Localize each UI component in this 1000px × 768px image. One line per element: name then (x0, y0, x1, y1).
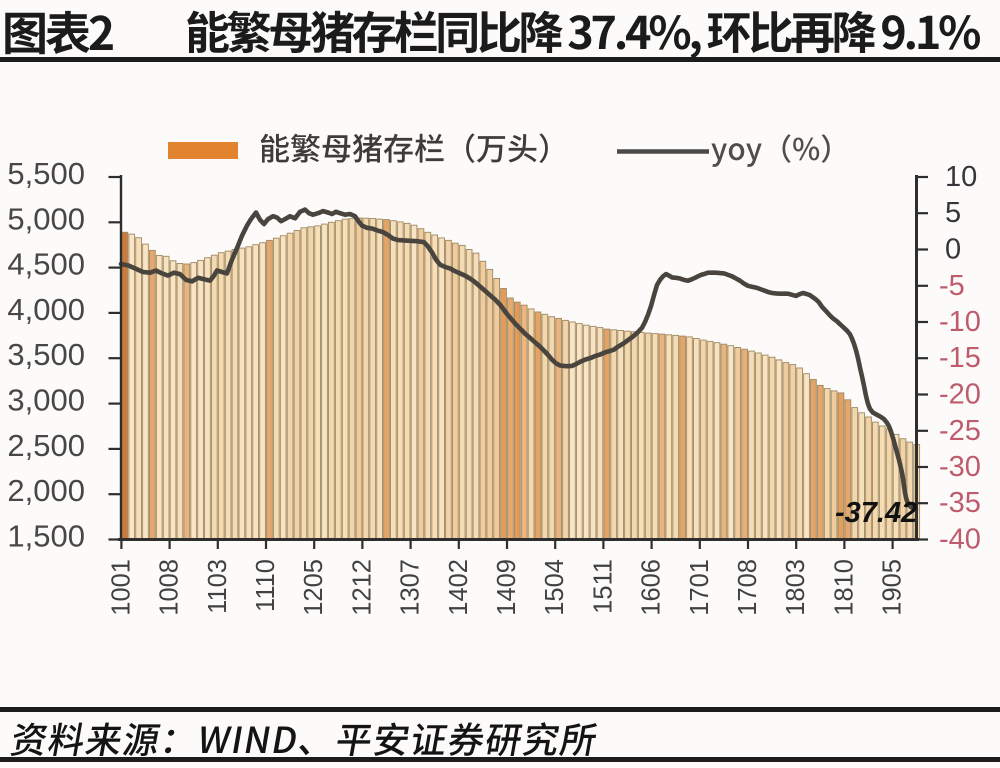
svg-text:1409: 1409 (493, 559, 521, 616)
svg-text:0: 0 (945, 234, 961, 266)
svg-text:1803: 1803 (782, 559, 810, 616)
svg-text:1307: 1307 (397, 559, 425, 616)
svg-text:3,000: 3,000 (7, 383, 85, 418)
svg-text:1810: 1810 (830, 559, 858, 616)
svg-text:1708: 1708 (734, 559, 762, 616)
svg-text:2,500: 2,500 (7, 428, 85, 463)
svg-text:1,500: 1,500 (7, 519, 85, 554)
svg-text:-40: -40 (939, 524, 981, 556)
svg-text:-30: -30 (939, 451, 981, 483)
svg-text:1701: 1701 (686, 559, 714, 616)
svg-text:-37.42: -37.42 (835, 497, 917, 529)
svg-text:1110: 1110 (252, 559, 280, 612)
svg-text:4,500: 4,500 (7, 247, 85, 282)
svg-text:-10: -10 (939, 306, 981, 338)
svg-text:5,500: 5,500 (7, 156, 85, 191)
svg-text:10: 10 (945, 161, 977, 193)
svg-text:-15: -15 (939, 342, 981, 374)
svg-text:5,000: 5,000 (7, 201, 85, 236)
svg-text:1905: 1905 (879, 559, 907, 616)
svg-text:1008: 1008 (156, 559, 184, 616)
svg-text:2,000: 2,000 (7, 473, 85, 508)
svg-text:4,000: 4,000 (7, 292, 85, 327)
svg-text:-35: -35 (939, 487, 981, 519)
svg-text:1001: 1001 (107, 559, 135, 616)
svg-text:1504: 1504 (541, 559, 569, 616)
svg-text:1212: 1212 (348, 559, 376, 616)
svg-text:-20: -20 (939, 379, 981, 411)
svg-text:3,500: 3,500 (7, 337, 85, 372)
svg-text:1511: 1511 (589, 559, 617, 614)
svg-text:5: 5 (945, 197, 961, 229)
svg-text:-25: -25 (939, 415, 981, 447)
svg-text:-5: -5 (939, 270, 965, 302)
svg-text:1606: 1606 (638, 559, 666, 616)
svg-text:1205: 1205 (300, 559, 328, 616)
svg-text:1402: 1402 (445, 559, 473, 616)
svg-text:1103: 1103 (204, 559, 232, 614)
